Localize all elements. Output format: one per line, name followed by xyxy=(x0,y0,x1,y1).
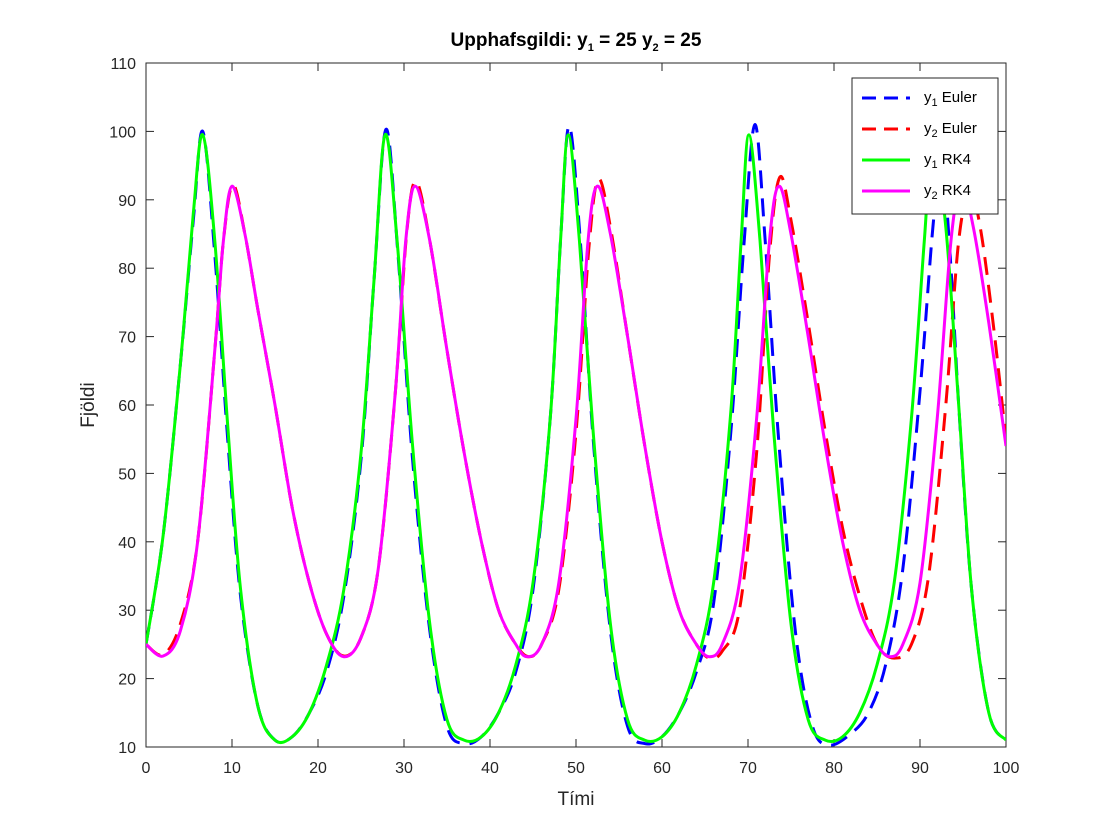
legend-label-sub: 2 xyxy=(932,128,938,140)
x-tick-label: 10 xyxy=(223,760,241,777)
chart-title-part: 2 xyxy=(653,42,659,54)
y-tick-label: 80 xyxy=(118,261,136,278)
legend-label-main: y xyxy=(924,151,932,168)
x-tick-label: 90 xyxy=(911,760,929,777)
legend-label-tail: RK4 xyxy=(938,151,971,168)
y-tick-label: 50 xyxy=(118,466,136,483)
legend-label-main: y xyxy=(924,182,932,199)
x-tick-label: 50 xyxy=(567,760,585,777)
y-tick-label: 90 xyxy=(118,193,136,210)
legend-label-main: y xyxy=(924,120,932,137)
y-tick-label: 60 xyxy=(118,398,136,415)
series-group xyxy=(146,123,1006,747)
x-tick-label: 30 xyxy=(395,760,413,777)
legend-label: y1 Euler xyxy=(924,89,977,109)
x-tick-label: 100 xyxy=(993,760,1020,777)
chart-title-part: Upphafsgildi: y xyxy=(451,30,589,51)
legend-label-sub: 2 xyxy=(932,190,938,202)
x-axis-label: Tími xyxy=(558,789,595,810)
y-tick-label: 20 xyxy=(118,672,136,689)
legend-label-sub: 1 xyxy=(932,97,938,109)
x-tick-label: 0 xyxy=(142,760,151,777)
chart-title: Upphafsgildi: y1 = 25 y2 = 25 xyxy=(451,30,702,54)
x-tick-label: 40 xyxy=(481,760,499,777)
y-tick-label: 110 xyxy=(110,56,136,73)
chart-title-part: = 25 y xyxy=(594,30,653,51)
series-line-y2-rk4 xyxy=(146,184,1006,659)
legend-label: y2 RK4 xyxy=(924,182,971,202)
chart-title-part: = 25 xyxy=(659,30,702,51)
y-tick-label: 30 xyxy=(118,603,136,620)
x-tick-label: 60 xyxy=(653,760,671,777)
y-axis-label: Fjöldi xyxy=(78,382,99,427)
legend-label-tail: Euler xyxy=(938,89,977,106)
y-tick-label: 10 xyxy=(118,740,136,757)
plot-area: 0 10 20 30 40 50 60 70 80 90 100 10 20 30 40 50 60 70 80 90… xyxy=(109,56,1019,777)
legend-label-sub: 1 xyxy=(932,159,938,171)
x-tick-label: 70 xyxy=(739,760,757,777)
y-tick-label: 70 xyxy=(118,330,136,347)
x-tick-label: 20 xyxy=(309,760,327,777)
chart-title-part: 1 xyxy=(588,42,594,54)
legend-label: y1 RK4 xyxy=(924,151,971,171)
legend-label-tail: RK4 xyxy=(938,182,971,199)
y-tick-label: 40 xyxy=(118,535,136,552)
legend-label-main: y xyxy=(924,89,932,106)
series-line-y1-rk4 xyxy=(146,132,1006,745)
legend-label: y2 Euler xyxy=(924,120,977,140)
y-tick-label: 100 xyxy=(109,124,136,141)
x-tick-label: 80 xyxy=(825,760,843,777)
legend-label-tail: Euler xyxy=(938,120,977,137)
